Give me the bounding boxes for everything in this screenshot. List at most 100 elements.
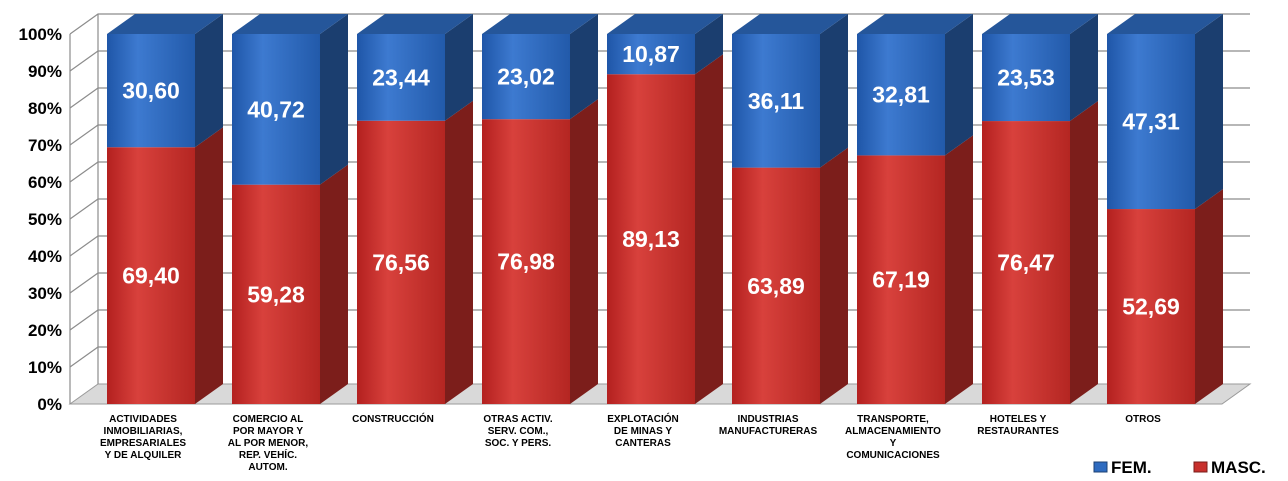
x-category-line: INMOBILIARIAS,	[104, 426, 183, 437]
bar-masc	[107, 147, 195, 404]
x-category-line: ALMACENAMIENTO	[845, 426, 941, 437]
bar-fem	[482, 34, 570, 120]
bar-top	[482, 14, 598, 34]
bar-masc	[732, 167, 820, 404]
x-category-label: COMERCIO AL POR MAYOR Y AL POR MENOR, REP. …	[228, 414, 309, 473]
x-category-label: CONSTRUCCIÓN	[352, 412, 434, 425]
x-category-line: CANTERAS	[615, 438, 671, 449]
x-category-line: COMERCIO AL	[233, 414, 304, 425]
bar-side-masc	[195, 127, 223, 404]
y-tick-label: 20%	[28, 321, 62, 340]
bar-masc	[1107, 209, 1195, 404]
y-tick-label: 80%	[28, 99, 62, 118]
bar-top	[232, 14, 348, 34]
bar-masc	[482, 119, 570, 404]
data-label-masc: 59,28	[247, 281, 305, 307]
x-category-label: INDUSTRIAS MANUFACTURERAS	[719, 414, 818, 437]
bar-fem	[357, 34, 445, 121]
bar-masc	[857, 155, 945, 404]
bar-side-masc	[445, 100, 473, 404]
data-label-masc: 76,56	[372, 249, 430, 275]
x-category-line: EXPLOTACIÓN	[607, 412, 678, 425]
y-tick-label: 10%	[28, 358, 62, 377]
bar-side-fem	[945, 14, 973, 156]
bar-top	[607, 14, 723, 34]
data-label-masc: 69,40	[122, 263, 180, 289]
legend-swatch	[1093, 461, 1108, 473]
data-label-fem: 10,87	[622, 41, 680, 67]
bar-fem	[732, 34, 820, 168]
x-category-line: EMPRESARIALES	[100, 438, 186, 449]
bar-side-fem	[820, 14, 848, 168]
bar-masc	[982, 121, 1070, 404]
x-category-line: Y	[890, 438, 897, 449]
bar-side-masc	[820, 147, 848, 404]
data-label-masc: 76,47	[997, 250, 1055, 276]
bar-fem	[232, 34, 320, 185]
data-label-masc: 63,89	[747, 273, 805, 299]
data-label-fem: 23,53	[997, 65, 1055, 91]
bar-side-masc	[320, 164, 348, 404]
bar-side-masc	[1195, 189, 1223, 404]
x-category-line: REP. VEHÍC.	[239, 448, 297, 461]
x-category-line: Y DE ALQUILER	[105, 450, 182, 461]
y-axis: 0% 10% 20% 30% 40% 50% 60% 70% 80% 90% 100%	[19, 25, 62, 414]
x-category-label: HOTELES Y RESTAURANTES	[977, 414, 1059, 437]
bar-masc	[357, 120, 445, 404]
bar-masc	[607, 74, 695, 405]
data-label-masc: 52,69	[1122, 294, 1180, 320]
x-category-line: SERV. COM.,	[488, 426, 549, 437]
data-label-fem: 32,81	[872, 82, 930, 108]
bar-fem	[607, 34, 695, 75]
y-tick-label: 70%	[28, 136, 62, 155]
bar-top	[982, 14, 1098, 34]
bar-side-masc	[570, 99, 598, 404]
data-label-masc: 67,19	[872, 267, 930, 293]
bar-side-masc	[945, 135, 973, 404]
y-tick-label: 100%	[19, 25, 62, 44]
bars	[107, 14, 1223, 405]
x-category-label: EXPLOTACIÓN DE MINAS Y CANTERAS	[607, 412, 678, 449]
legend-label: FEM.	[1111, 458, 1152, 477]
legend-label: MASC.	[1211, 458, 1266, 477]
x-category-line: POR MAYOR Y	[233, 426, 303, 437]
bar-fem	[1107, 34, 1195, 210]
bar-fem	[857, 34, 945, 156]
legend: FEM. MASC.	[1093, 458, 1266, 477]
bar-side-fem	[570, 14, 598, 120]
bar-side-fem	[695, 14, 723, 75]
x-category-line: AL POR MENOR,	[228, 438, 309, 449]
x-axis: ACTIVIDADES INMOBILIARIAS, EMPRESARIALES Y …	[100, 412, 1161, 473]
x-category-label: OTRAS ACTIV. SERV. COM., SOC. Y PERS.	[483, 414, 552, 449]
x-category-line: ACTIVIDADES	[109, 414, 177, 425]
data-label-fem: 40,72	[247, 96, 305, 122]
x-category-line: HOTELES Y	[990, 414, 1047, 425]
bar-side-fem	[320, 14, 348, 185]
bar-side-fem	[445, 14, 473, 121]
bar-top	[1107, 14, 1223, 34]
legend-swatch	[1193, 461, 1208, 473]
bar-fem	[982, 34, 1070, 122]
x-category-line: INDUSTRIAS	[737, 414, 798, 425]
y-tick-label: 40%	[28, 247, 62, 266]
x-category-line: OTROS	[1125, 414, 1161, 425]
y-tick-label: 60%	[28, 173, 62, 192]
x-category-line: RESTAURANTES	[977, 426, 1059, 437]
bar-fem	[107, 34, 195, 148]
y-tick-label: 30%	[28, 284, 62, 303]
x-category-line: DE MINAS Y	[614, 426, 672, 437]
x-category-line: TRANSPORTE,	[857, 414, 929, 425]
y-tick-label: 50%	[28, 210, 62, 229]
y-tick-label: 90%	[28, 62, 62, 81]
y-tick-label: 0%	[37, 395, 62, 414]
bar-side-masc	[1070, 101, 1098, 404]
bar-top	[107, 14, 223, 34]
x-category-label: ACTIVIDADES INMOBILIARIAS, EMPRESARIALES Y …	[100, 414, 186, 461]
bar-side-fem	[1070, 14, 1098, 122]
data-label-fem: 36,11	[748, 88, 804, 114]
bar-side-fem	[1195, 14, 1223, 210]
bar-top	[857, 14, 973, 34]
bar-top	[732, 14, 848, 34]
x-category-line: COMUNICACIONES	[846, 450, 940, 461]
